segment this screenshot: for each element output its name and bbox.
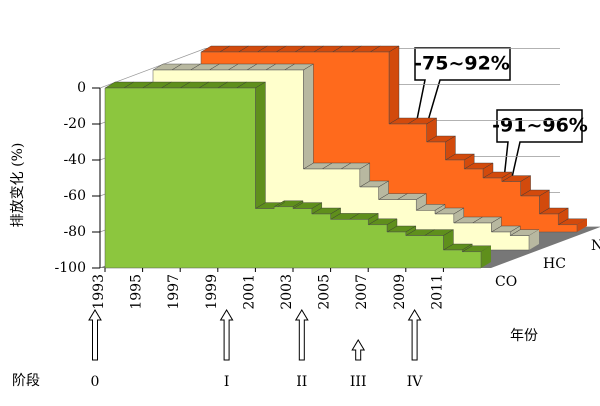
y-tick-label: -40 — [63, 152, 86, 168]
y-tick-label: 0 — [77, 80, 86, 96]
x-tick-label: 2009 — [392, 274, 408, 310]
stage-name: IV — [407, 374, 424, 390]
x-tick-label: 2003 — [279, 274, 295, 310]
series-end — [481, 245, 491, 268]
series-end — [577, 218, 587, 232]
x-tick-label: 2007 — [354, 274, 370, 310]
stage-arrow — [219, 309, 234, 361]
stage-name: II — [296, 374, 307, 390]
legend-label: NOx — [591, 238, 600, 254]
step-side — [303, 63, 314, 170]
stage-name: I — [224, 374, 230, 390]
x-tick-label: 1999 — [204, 274, 220, 310]
annotation: -91~96% — [492, 115, 588, 137]
stage-arrow — [351, 339, 366, 361]
stage-arrow — [294, 309, 309, 361]
y-axis-label: 排放变化 (%) — [10, 143, 26, 228]
grid-line — [99, 48, 560, 89]
legend-label: HC — [543, 256, 566, 272]
series-end — [529, 229, 539, 250]
step-side — [255, 81, 266, 209]
stage-label: 阶段 — [12, 373, 40, 389]
stage-name: III — [350, 374, 367, 390]
annotation: -75~92% — [414, 53, 510, 75]
area — [104, 87, 482, 269]
legend-label: CO — [495, 274, 517, 290]
stage-name: 0 — [91, 374, 100, 390]
y-tick-label: -100 — [55, 260, 86, 276]
step-side — [388, 45, 400, 125]
x-axis-label: 年份 — [510, 328, 538, 344]
stage-arrow — [407, 309, 422, 361]
y-tick-label: -80 — [63, 224, 86, 240]
y-tick-label: -20 — [63, 116, 86, 132]
x-tick-label: 2001 — [241, 274, 257, 310]
x-tick-label: 2011 — [429, 274, 445, 310]
y-tick-label: -60 — [63, 188, 86, 204]
x-tick-label: 1993 — [91, 274, 107, 310]
x-tick-label: 1997 — [166, 274, 182, 310]
x-tick-label: 1995 — [129, 274, 145, 310]
stage-arrow — [88, 309, 102, 361]
x-tick-label: 2005 — [317, 274, 333, 310]
